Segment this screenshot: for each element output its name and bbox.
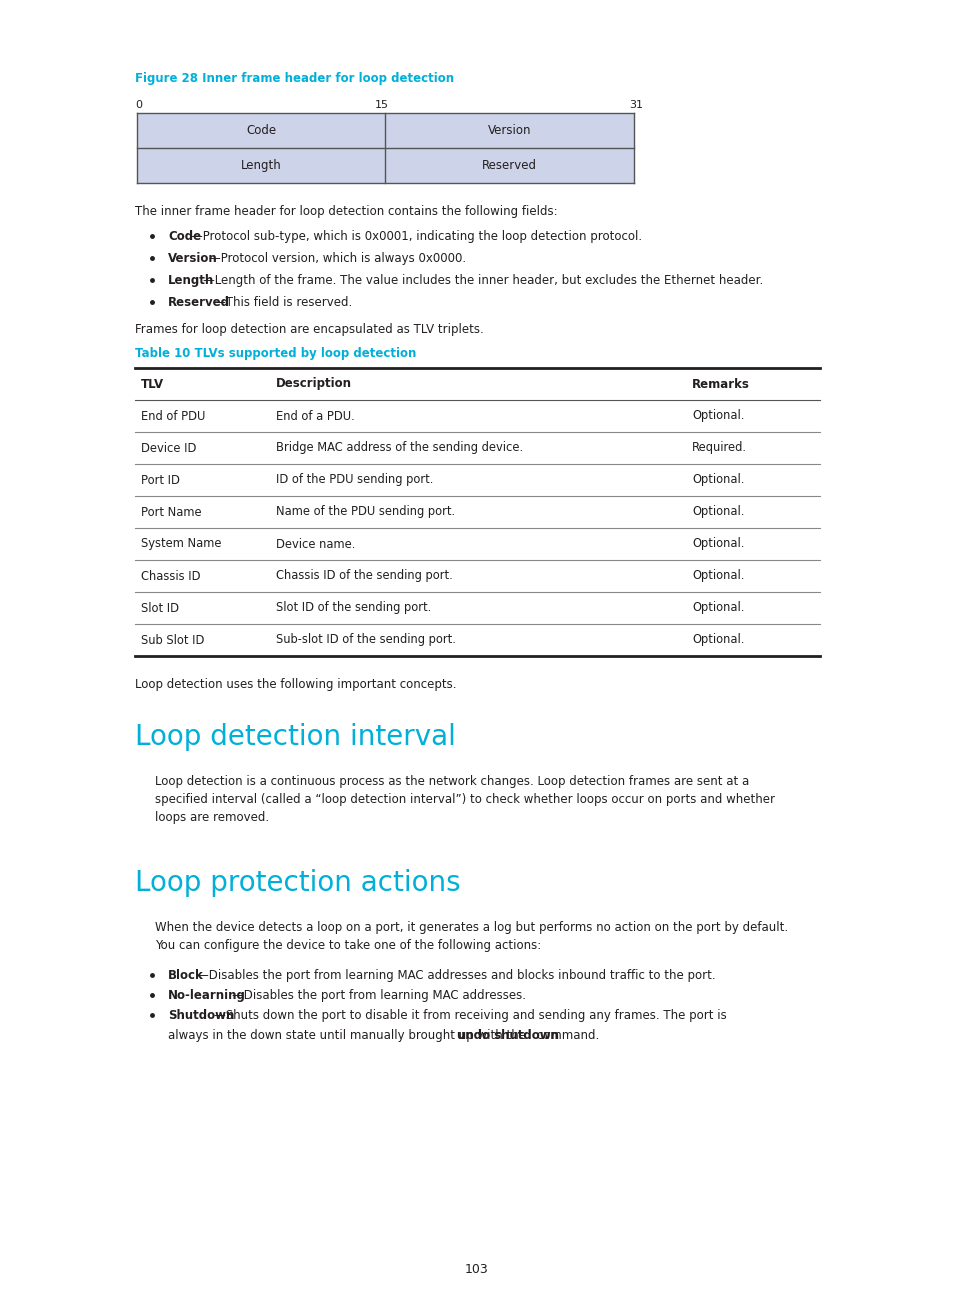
Text: 31: 31 [628,100,642,110]
Text: Required.: Required. [691,442,746,455]
Text: Reserved: Reserved [168,295,230,308]
Text: TLV: TLV [141,377,164,390]
Bar [137,113,385,148]
Text: Version: Version [487,124,531,137]
Text: Sub Slot ID: Sub Slot ID [141,634,204,647]
Text: Shutdown: Shutdown [168,1010,234,1023]
Text: Chassis ID of the sending port.: Chassis ID of the sending port. [275,569,453,582]
Text: Description: Description [275,377,352,390]
Text: Code: Code [246,124,275,137]
Bar [385,113,634,148]
Text: Optional.: Optional. [691,505,743,518]
Text: loops are removed.: loops are removed. [154,811,269,824]
Text: Frames for loop detection are encapsulated as TLV triplets.: Frames for loop detection are encapsulat… [135,323,483,336]
Text: Figure 28 Inner frame header for loop detection: Figure 28 Inner frame header for loop de… [135,73,454,86]
Text: Sub-slot ID of the sending port.: Sub-slot ID of the sending port. [275,634,456,647]
Text: Name of the PDU sending port.: Name of the PDU sending port. [275,505,455,518]
Text: Optional.: Optional. [691,569,743,582]
Text: always in the down state until manually brought up with the: always in the down state until manually … [168,1029,529,1042]
Text: End of a PDU.: End of a PDU. [275,410,355,422]
Text: —Disables the port from learning MAC addresses.: —Disables the port from learning MAC add… [232,989,525,1002]
Text: Chassis ID: Chassis ID [141,569,200,582]
Text: —Protocol sub-type, which is 0x0001, indicating the loop detection protocol.: —Protocol sub-type, which is 0x0001, ind… [191,229,641,244]
Text: undo shutdown: undo shutdown [456,1029,558,1042]
Text: 103: 103 [465,1264,488,1277]
Text: Table 10 TLVs supported by loop detection: Table 10 TLVs supported by loop detectio… [135,347,416,360]
Text: Loop detection is a continuous process as the network changes. Loop detection fr: Loop detection is a continuous process a… [154,775,748,788]
Text: Loop detection uses the following important concepts.: Loop detection uses the following import… [135,678,456,691]
Text: Loop detection interval: Loop detection interval [135,723,456,750]
Text: Optional.: Optional. [691,538,743,551]
Text: —Shuts down the port to disable it from receiving and sending any frames. The po: —Shuts down the port to disable it from … [214,1010,726,1023]
Text: Length: Length [240,159,281,172]
Text: Loop protection actions: Loop protection actions [135,870,460,897]
Text: Optional.: Optional. [691,601,743,614]
Text: Port ID: Port ID [141,473,180,486]
Text: Remarks: Remarks [691,377,749,390]
Text: Optional.: Optional. [691,634,743,647]
Text: command.: command. [532,1029,598,1042]
Text: —This field is reserved.: —This field is reserved. [214,295,353,308]
Text: Optional.: Optional. [691,473,743,486]
Text: Device ID: Device ID [141,442,196,455]
Bar [137,148,385,183]
Text: Slot ID of the sending port.: Slot ID of the sending port. [275,601,431,614]
Text: Optional.: Optional. [691,410,743,422]
Text: Reserved: Reserved [481,159,537,172]
Text: 15: 15 [375,100,389,110]
Text: You can configure the device to take one of the following actions:: You can configure the device to take one… [154,940,540,953]
Text: Slot ID: Slot ID [141,601,179,614]
Text: End of PDU: End of PDU [141,410,205,422]
Text: —Length of the frame. The value includes the inner header, but excludes the Ethe: —Length of the frame. The value includes… [203,273,762,286]
Text: —Protocol version, which is always 0x0000.: —Protocol version, which is always 0x000… [209,251,465,264]
Text: Block: Block [168,969,204,982]
Text: The inner frame header for loop detection contains the following fields:: The inner frame header for loop detectio… [135,205,558,218]
Text: When the device detects a loop on a port, it generates a log but performs no act: When the device detects a loop on a port… [154,921,787,934]
Text: specified interval (called a “loop detection interval”) to check whether loops o: specified interval (called a “loop detec… [154,793,774,806]
Text: ID of the PDU sending port.: ID of the PDU sending port. [275,473,433,486]
Text: Port Name: Port Name [141,505,201,518]
Text: Length: Length [168,273,214,286]
Text: Version: Version [168,251,217,264]
Text: Device name.: Device name. [275,538,355,551]
Text: 0: 0 [135,100,142,110]
Text: —Disables the port from learning MAC addresses and blocks inbound traffic to the: —Disables the port from learning MAC add… [196,969,715,982]
Text: Bridge MAC address of the sending device.: Bridge MAC address of the sending device… [275,442,522,455]
Bar [385,148,634,183]
Text: Code: Code [168,229,201,244]
Text: No-learning: No-learning [168,989,246,1002]
Text: System Name: System Name [141,538,221,551]
